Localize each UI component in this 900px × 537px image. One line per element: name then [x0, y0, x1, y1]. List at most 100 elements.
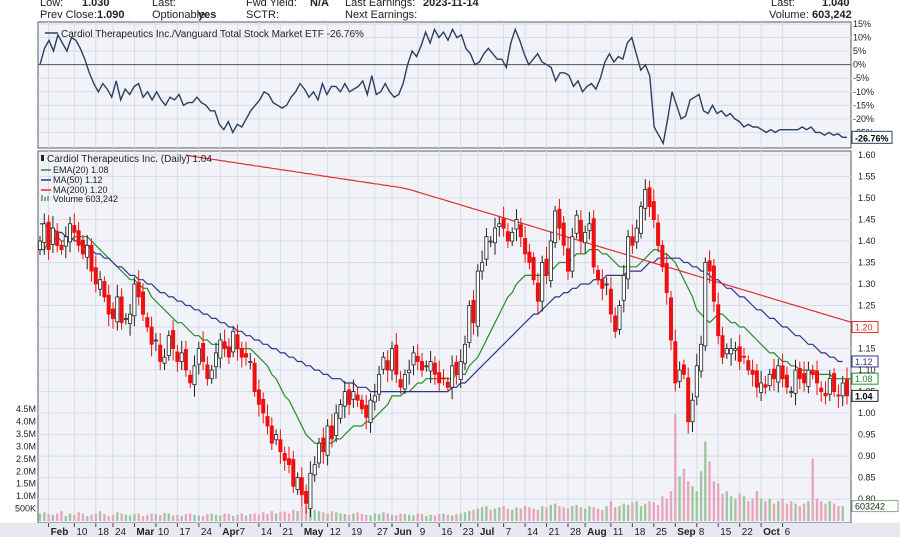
- volume-bar: [699, 471, 703, 521]
- volume-bar: [639, 506, 643, 521]
- volume-bar: [283, 511, 286, 521]
- candle-body: [703, 262, 708, 347]
- candle-body: [265, 416, 270, 427]
- candle-body: [428, 361, 433, 372]
- volume-bar: [416, 513, 419, 521]
- candle-body: [789, 391, 794, 394]
- candle-body: [578, 219, 583, 242]
- quote-header: Low: 1.030 Last: Fwd Yield: N/A Last Ear…: [0, 0, 900, 22]
- x-tick-label: 21: [549, 527, 561, 537]
- volume-bar: [472, 509, 475, 521]
- volume-bar: [656, 504, 660, 521]
- candle-body: [621, 274, 626, 301]
- candle-body: [278, 439, 283, 453]
- candle-body: [450, 365, 455, 388]
- volume-bar: [244, 515, 248, 521]
- candle-body: [338, 404, 343, 419]
- candle-body: [261, 398, 266, 414]
- volume-bar: [712, 481, 716, 521]
- volume-bar: [678, 476, 681, 521]
- ratio-y-tick-label: 0%: [853, 60, 866, 70]
- volume-bar: [811, 458, 814, 521]
- volume-bar: [579, 507, 583, 521]
- candle-body: [132, 283, 137, 317]
- price-y-tick-label: 0.80: [858, 494, 876, 504]
- candle-body: [140, 291, 145, 315]
- candle-body: [827, 378, 832, 395]
- candle-body: [381, 356, 386, 370]
- volume-bar: [682, 468, 686, 521]
- ma50-last-value: 1.12: [855, 357, 873, 367]
- candle-body: [252, 362, 257, 393]
- candle-body: [742, 355, 747, 358]
- ratio-y-tick-label: 5%: [853, 46, 866, 56]
- candle-body: [535, 282, 540, 302]
- candle-body: [351, 391, 356, 400]
- ma200-last-value-box: [851, 321, 879, 334]
- volume-bar: [403, 514, 407, 521]
- ma200-legend: MA(200) 1.20: [53, 185, 108, 195]
- volume-bar: [841, 506, 844, 521]
- volume-bar: [343, 514, 346, 521]
- candle-body: [304, 490, 309, 504]
- volume-bar: [515, 507, 518, 521]
- x-tick-label: 10: [158, 527, 170, 537]
- candle-body: [566, 248, 571, 272]
- price-y-tick-label: 0.85: [858, 473, 876, 483]
- candle-body: [630, 236, 635, 246]
- volume-bar: [317, 511, 321, 521]
- ratio-y-tick-label: -20%: [853, 114, 874, 124]
- last-price-value-box: [851, 389, 879, 402]
- candle-body: [38, 240, 43, 251]
- volume-bar: [536, 509, 540, 521]
- volume-bar: [176, 514, 179, 521]
- x-tick-label: 15: [720, 527, 732, 537]
- candle-body: [50, 227, 55, 245]
- candle-body: [123, 317, 128, 320]
- candle-body: [626, 236, 631, 280]
- x-tick-label: 25: [656, 527, 668, 537]
- volume-bar: [523, 506, 527, 521]
- volume-y-tick-label: 1.5M: [16, 479, 36, 489]
- ma50-line: [40, 223, 843, 393]
- volume-bar: [347, 514, 351, 521]
- volume-bar: [781, 498, 784, 521]
- volume-bar: [51, 514, 55, 521]
- price-y-tick-label: 1.10: [858, 365, 876, 375]
- candle-body: [59, 244, 64, 251]
- candle-body: [321, 437, 326, 453]
- price-title: Cardiol Therapeutics Inc. (Daily) 1.04: [47, 154, 212, 165]
- price-y-tick-label: 0.90: [858, 451, 876, 461]
- x-tick-label: 14: [261, 527, 273, 537]
- volume-bar: [197, 515, 200, 521]
- ema20-last-value-box: [851, 372, 879, 385]
- candle-body: [248, 361, 253, 363]
- volume-bar: [562, 507, 565, 521]
- volume-bar: [815, 498, 819, 521]
- candle-body: [553, 210, 558, 244]
- ratio-panel: [37, 21, 852, 149]
- candle-body: [587, 223, 592, 232]
- volume-bar: [107, 516, 110, 521]
- price-y-tick-label: 1.35: [858, 258, 876, 268]
- volume-bar: [549, 504, 552, 521]
- candle-body: [750, 369, 755, 375]
- volume-legend: Volume 603,242: [53, 194, 118, 204]
- volume-bar: [433, 515, 437, 521]
- volume-bar: [253, 513, 256, 521]
- x-tick-label: Aug: [587, 527, 606, 537]
- candle-body: [183, 348, 188, 371]
- candle-body: [394, 344, 399, 375]
- candle-body: [188, 374, 193, 384]
- candle-body: [591, 218, 596, 268]
- candle-body: [205, 364, 210, 380]
- volume-bar: [450, 515, 454, 521]
- volume-bar: [292, 509, 295, 521]
- volume-bar: [759, 498, 763, 521]
- volume-legend-swatch: [41, 195, 43, 201]
- volume-bar: [601, 509, 604, 521]
- volume-bar: [768, 498, 771, 521]
- x-tick-label: 7: [239, 527, 245, 537]
- x-tick-label: May: [304, 527, 324, 537]
- ema20-legend: EMA(20) 1.08: [53, 165, 109, 175]
